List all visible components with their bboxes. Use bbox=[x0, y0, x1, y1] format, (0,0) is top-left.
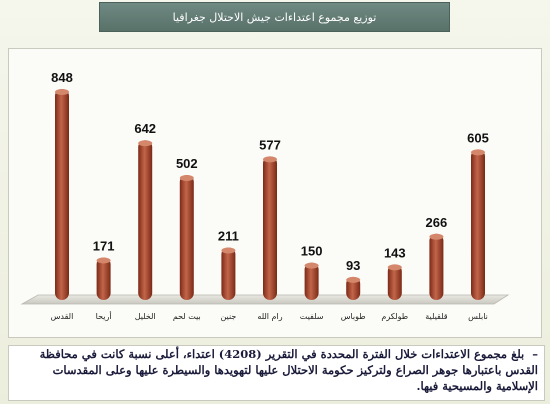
chart-title: توزيع مجموع اعتداءات جيش الاحتلال جغرافي… bbox=[99, 2, 450, 32]
bar-1 bbox=[96, 257, 111, 300]
bar-cap-1 bbox=[96, 257, 111, 264]
bar-cap-6 bbox=[304, 262, 319, 269]
bar-cap-0 bbox=[55, 88, 69, 95]
note-dash: – bbox=[532, 347, 538, 361]
data-label-4: 211 bbox=[218, 228, 239, 243]
bar-cap-9 bbox=[429, 233, 444, 240]
data-label-8: 143 bbox=[384, 245, 406, 260]
data-label-10: 605 bbox=[467, 130, 489, 145]
bar-cap-7 bbox=[346, 276, 361, 283]
bar-cap-4 bbox=[221, 247, 236, 254]
bar-cap-5 bbox=[263, 156, 277, 163]
bar-4 bbox=[221, 247, 236, 300]
category-label-5: رام الله bbox=[257, 312, 282, 321]
data-label-9: 266 bbox=[426, 215, 448, 230]
bar-8 bbox=[387, 264, 402, 300]
bar-0 bbox=[55, 88, 69, 300]
category-label-2: الخليل bbox=[135, 312, 156, 321]
bar-cap-10 bbox=[471, 149, 485, 156]
data-label-1: 171 bbox=[93, 238, 115, 253]
data-label-6: 150 bbox=[301, 244, 323, 259]
category-label-10: نابلس bbox=[468, 312, 488, 321]
note-box bbox=[8, 345, 545, 401]
category-label-1: أريحا bbox=[96, 311, 112, 321]
note-paragraph: – بلغ مجموع الاعتداءات خلال الفترة المحد… bbox=[14, 346, 538, 394]
bar-cap-3 bbox=[179, 175, 194, 182]
data-label-2: 642 bbox=[134, 121, 156, 136]
bar-cap-2 bbox=[138, 140, 153, 147]
data-label-5: 577 bbox=[259, 137, 281, 152]
bar-7 bbox=[346, 276, 361, 300]
category-label-9: قلقيلية bbox=[425, 312, 447, 321]
bar-9 bbox=[429, 233, 444, 300]
note-text: بلغ مجموع الاعتداءات خلال الفترة المحددة… bbox=[39, 347, 538, 393]
bar-2 bbox=[138, 140, 153, 300]
category-label-6: سلفيت bbox=[300, 312, 324, 321]
bar-10 bbox=[471, 149, 485, 300]
bar-3 bbox=[179, 175, 194, 300]
category-label-4: جنين bbox=[220, 312, 236, 321]
bar-5 bbox=[263, 156, 277, 300]
bars-group: 848 القدس 171 أريحا 642 الخليل 502 بيت لحم 211 جن… bbox=[51, 70, 489, 321]
category-label-7: طوباس bbox=[341, 312, 366, 321]
bar-chart: 848 القدس 171 أريحا 642 الخليل 502 بيت لحم 211 جن… bbox=[20, 70, 510, 321]
bar-6 bbox=[304, 262, 319, 300]
data-label-0: 848 bbox=[51, 70, 73, 85]
category-label-8: طولكرم bbox=[381, 312, 408, 321]
data-label-3: 502 bbox=[176, 156, 198, 171]
bar-cap-8 bbox=[387, 264, 402, 271]
data-label-7: 93 bbox=[346, 258, 360, 273]
category-label-3: بيت لحم bbox=[173, 312, 201, 321]
category-label-0: القدس bbox=[51, 312, 74, 321]
